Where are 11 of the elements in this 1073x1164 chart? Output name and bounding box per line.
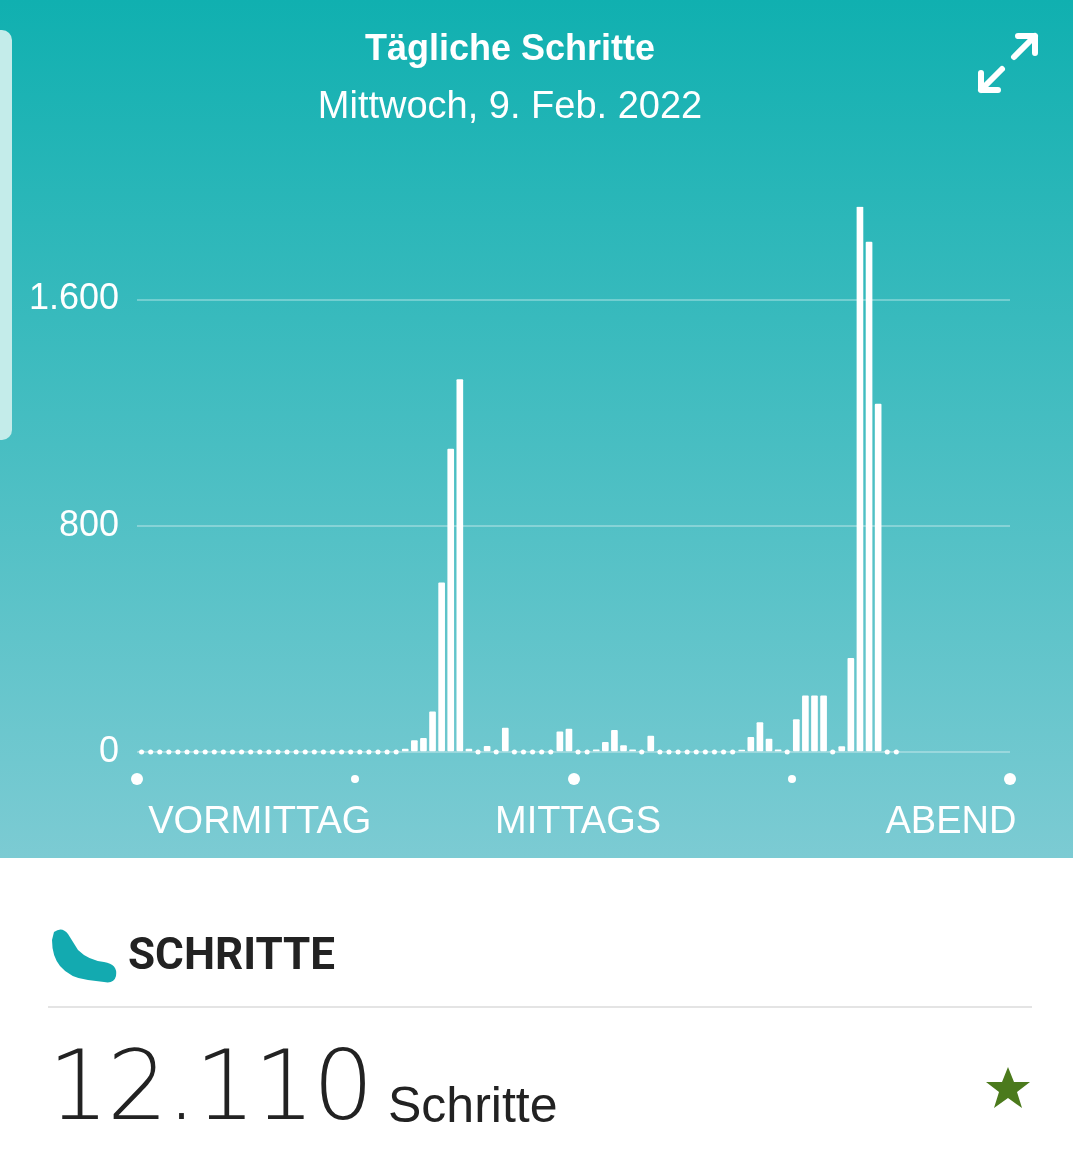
y-tick-label: 1.600 <box>28 276 119 318</box>
text: 12.110 <box>48 1030 372 1142</box>
chart-subtitle: Mittwoch, 9. Feb. 2022 <box>317 84 703 127</box>
text: Schritte <box>388 1076 558 1134</box>
x-tick-label: MITTAGS <box>495 799 662 842</box>
y-tick-label: 800 <box>58 502 119 544</box>
chart-title: Tägliche Schritte <box>364 26 656 68</box>
text: SCHRITTE <box>128 928 336 980</box>
y-tick-label: 0 <box>98 728 119 770</box>
x-tick-label: ABEND <box>885 799 1017 842</box>
x-tick-label: VORMITTAG <box>148 799 372 842</box>
